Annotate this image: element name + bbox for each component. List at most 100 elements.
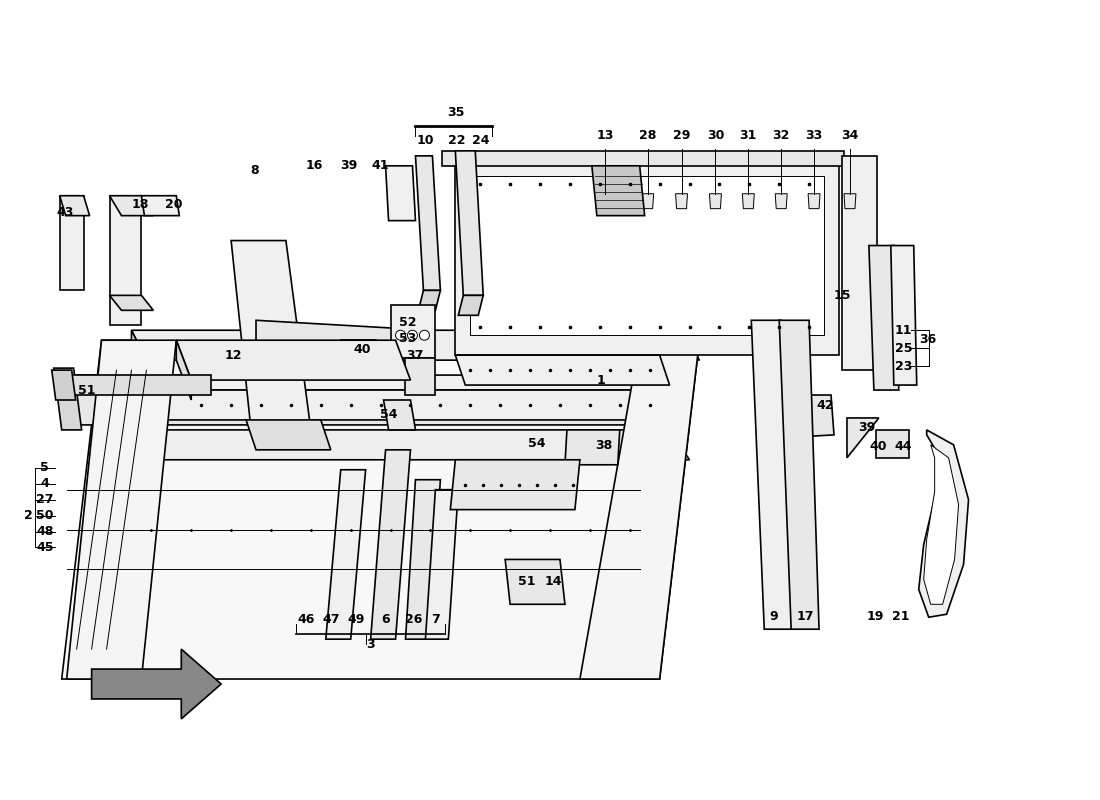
Polygon shape (416, 156, 440, 290)
Polygon shape (176, 340, 191, 400)
Text: 25: 25 (895, 342, 913, 354)
Polygon shape (256, 320, 396, 350)
Text: 18: 18 (132, 198, 150, 211)
Text: 31: 31 (739, 130, 757, 142)
Circle shape (407, 330, 418, 340)
Polygon shape (57, 375, 211, 395)
Polygon shape (808, 194, 821, 209)
Text: 9: 9 (769, 610, 778, 622)
Polygon shape (471, 176, 824, 335)
Text: 45: 45 (36, 541, 54, 554)
Polygon shape (52, 370, 76, 400)
Text: 20: 20 (165, 198, 183, 211)
Polygon shape (418, 290, 440, 310)
Polygon shape (57, 390, 660, 425)
Text: 53: 53 (399, 332, 416, 345)
Polygon shape (796, 395, 834, 437)
Text: 43: 43 (56, 206, 74, 219)
Text: 8: 8 (251, 164, 260, 178)
Polygon shape (91, 649, 221, 719)
Text: 11: 11 (895, 324, 913, 337)
Polygon shape (59, 196, 84, 290)
Text: 14: 14 (544, 575, 562, 588)
Text: 29: 29 (673, 130, 690, 142)
Text: 34: 34 (842, 130, 859, 142)
Text: 33: 33 (805, 130, 823, 142)
Polygon shape (580, 340, 700, 679)
Text: 48: 48 (36, 525, 54, 538)
Polygon shape (110, 196, 142, 326)
Text: 40: 40 (869, 440, 887, 454)
Polygon shape (641, 194, 653, 209)
Polygon shape (246, 420, 331, 450)
Polygon shape (844, 194, 856, 209)
Text: 28: 28 (639, 130, 657, 142)
Polygon shape (710, 194, 722, 209)
Polygon shape (176, 340, 410, 380)
Text: 52: 52 (398, 316, 416, 329)
Text: 39: 39 (340, 159, 358, 172)
Polygon shape (326, 470, 365, 639)
Polygon shape (450, 460, 580, 510)
Text: 19: 19 (866, 610, 883, 622)
Polygon shape (341, 340, 375, 368)
Text: 10: 10 (417, 134, 434, 147)
Polygon shape (459, 295, 483, 315)
Text: 2: 2 (24, 509, 33, 522)
Polygon shape (231, 241, 311, 430)
PathPatch shape (924, 445, 958, 604)
Circle shape (419, 330, 429, 340)
Polygon shape (776, 194, 788, 209)
Polygon shape (384, 400, 416, 430)
Polygon shape (67, 340, 176, 679)
Text: 47: 47 (322, 613, 340, 626)
Polygon shape (455, 156, 839, 355)
Polygon shape (62, 340, 700, 679)
Polygon shape (132, 430, 690, 460)
Text: 23: 23 (895, 360, 913, 373)
Polygon shape (891, 246, 916, 385)
Text: 3: 3 (366, 638, 375, 650)
Text: 1: 1 (596, 374, 605, 386)
Text: 50: 50 (36, 509, 54, 522)
Polygon shape (150, 390, 680, 420)
Polygon shape (442, 151, 844, 166)
Polygon shape (110, 196, 153, 216)
Polygon shape (405, 358, 436, 395)
Polygon shape (110, 295, 153, 310)
Polygon shape (876, 430, 909, 458)
Text: 54: 54 (379, 409, 397, 422)
Text: 40: 40 (354, 342, 372, 356)
Text: 13: 13 (596, 130, 614, 142)
Text: 15: 15 (833, 289, 850, 302)
Polygon shape (386, 166, 416, 221)
Text: 24: 24 (473, 134, 490, 147)
Text: 30: 30 (706, 130, 724, 142)
Text: 26: 26 (405, 613, 422, 626)
Text: 5: 5 (41, 462, 50, 474)
Text: 54: 54 (528, 438, 546, 450)
Polygon shape (598, 194, 611, 209)
Text: 22: 22 (448, 134, 465, 147)
Polygon shape (505, 559, 565, 604)
Polygon shape (132, 430, 150, 480)
Polygon shape (59, 196, 89, 216)
Text: 46: 46 (297, 613, 315, 626)
Text: 38: 38 (595, 439, 613, 452)
Polygon shape (406, 480, 440, 639)
Polygon shape (779, 320, 820, 630)
Polygon shape (842, 156, 877, 370)
Text: 44: 44 (894, 440, 912, 454)
Polygon shape (57, 375, 77, 425)
Polygon shape (455, 151, 483, 295)
Text: 42: 42 (816, 399, 834, 413)
Polygon shape (142, 196, 179, 216)
Polygon shape (751, 320, 794, 630)
Text: 49: 49 (346, 613, 364, 626)
Text: 51: 51 (78, 383, 96, 397)
Text: 21: 21 (892, 610, 910, 622)
Polygon shape (54, 368, 81, 430)
Polygon shape (675, 194, 688, 209)
Text: 6: 6 (382, 613, 389, 626)
Text: 41: 41 (372, 159, 389, 172)
